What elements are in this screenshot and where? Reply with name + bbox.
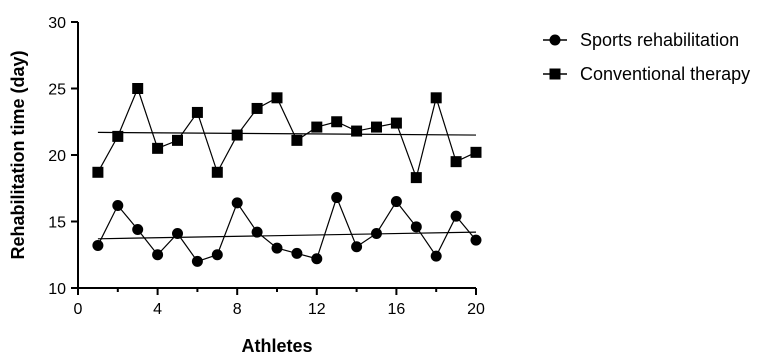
data-point-sports-rehabilitation [231, 197, 243, 209]
data-point-sports-rehabilitation [311, 253, 323, 265]
data-point-conventional-therapy [331, 116, 343, 128]
data-point-conventional-therapy [231, 129, 243, 141]
legend-label-sports-rehabilitation: Sports rehabilitation [580, 30, 739, 50]
data-point-conventional-therapy [211, 166, 223, 178]
data-point-conventional-therapy [271, 92, 283, 104]
data-point-sports-rehabilitation [92, 239, 104, 251]
data-point-conventional-therapy [92, 166, 104, 178]
data-point-sports-rehabilitation [470, 234, 482, 246]
y-tick-label: 25 [48, 82, 66, 99]
data-point-sports-rehabilitation [351, 241, 363, 253]
series-group [92, 83, 482, 267]
legend: Sports rehabilitation Conventional thera… [543, 30, 750, 84]
data-point-conventional-therapy [351, 125, 363, 137]
data-point-conventional-therapy [410, 172, 422, 184]
data-point-sports-rehabilitation [371, 227, 382, 239]
data-point-sports-rehabilitation [211, 249, 223, 261]
data-point-sports-rehabilitation [390, 196, 402, 208]
data-point-conventional-therapy [291, 134, 303, 146]
x-axis-title: Athletes [241, 336, 312, 354]
data-point-sports-rehabilitation [291, 247, 303, 259]
data-point-conventional-therapy [191, 106, 203, 118]
data-point-conventional-therapy [152, 142, 164, 154]
y-tick-label: 30 [48, 15, 66, 32]
data-point-conventional-therapy [132, 83, 144, 94]
data-point-sports-rehabilitation [132, 223, 144, 235]
x-tick-label: 16 [388, 301, 406, 318]
x-tick-label: 4 [153, 301, 162, 318]
data-point-sports-rehabilitation [430, 250, 442, 262]
x-tick-label: 8 [233, 301, 242, 318]
data-point-conventional-therapy [371, 121, 382, 133]
data-point-conventional-therapy [430, 92, 442, 104]
data-point-conventional-therapy [311, 121, 323, 133]
y-tick-label: 10 [48, 281, 66, 298]
x-tick-label: 12 [308, 301, 326, 318]
y-tick-label: 20 [48, 148, 66, 165]
y-tick-label: 15 [48, 215, 66, 232]
data-point-conventional-therapy [172, 134, 183, 146]
data-point-conventional-therapy [390, 117, 402, 129]
data-point-conventional-therapy [112, 130, 124, 142]
data-point-sports-rehabilitation [251, 226, 263, 238]
legend-item-conventional-therapy: Conventional therapy [543, 64, 750, 84]
x-tick-label: 20 [467, 301, 485, 318]
data-point-sports-rehabilitation [450, 210, 462, 222]
trend-line-sports-rehabilitation [97, 231, 477, 240]
data-point-sports-rehabilitation [271, 242, 283, 254]
x-tick-label: 0 [74, 301, 83, 318]
legend-item-sports-rehabilitation: Sports rehabilitation [543, 30, 739, 50]
data-point-conventional-therapy [450, 156, 462, 168]
data-point-sports-rehabilitation [191, 255, 203, 267]
legend-label-conventional-therapy: Conventional therapy [580, 64, 750, 84]
data-point-conventional-therapy [470, 146, 482, 158]
trend-lines [97, 131, 477, 240]
axes: 10 15 20 25 30 0 4 8 12 16 20 [48, 15, 485, 318]
data-point-sports-rehabilitation [152, 249, 164, 261]
legend-marker-square [549, 68, 561, 80]
legend-marker-circle [549, 34, 561, 46]
data-point-sports-rehabilitation [112, 200, 124, 212]
trend-line-conventional-therapy [97, 131, 477, 136]
data-point-sports-rehabilitation [410, 221, 422, 233]
y-axis-title: Rehabilitation time (day) [8, 50, 28, 259]
data-point-conventional-therapy [251, 102, 263, 114]
data-point-sports-rehabilitation [331, 192, 343, 204]
data-point-sports-rehabilitation [172, 227, 183, 239]
